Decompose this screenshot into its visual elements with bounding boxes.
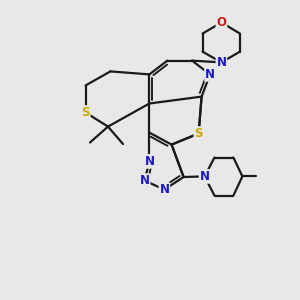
Text: N: N — [140, 174, 150, 187]
Text: N: N — [205, 68, 215, 81]
Text: O: O — [216, 16, 226, 29]
Text: N: N — [216, 56, 226, 69]
Text: N: N — [200, 170, 210, 183]
Text: S: S — [81, 106, 90, 119]
Text: N: N — [144, 155, 154, 168]
Text: N: N — [159, 183, 170, 196]
Text: S: S — [194, 127, 203, 140]
